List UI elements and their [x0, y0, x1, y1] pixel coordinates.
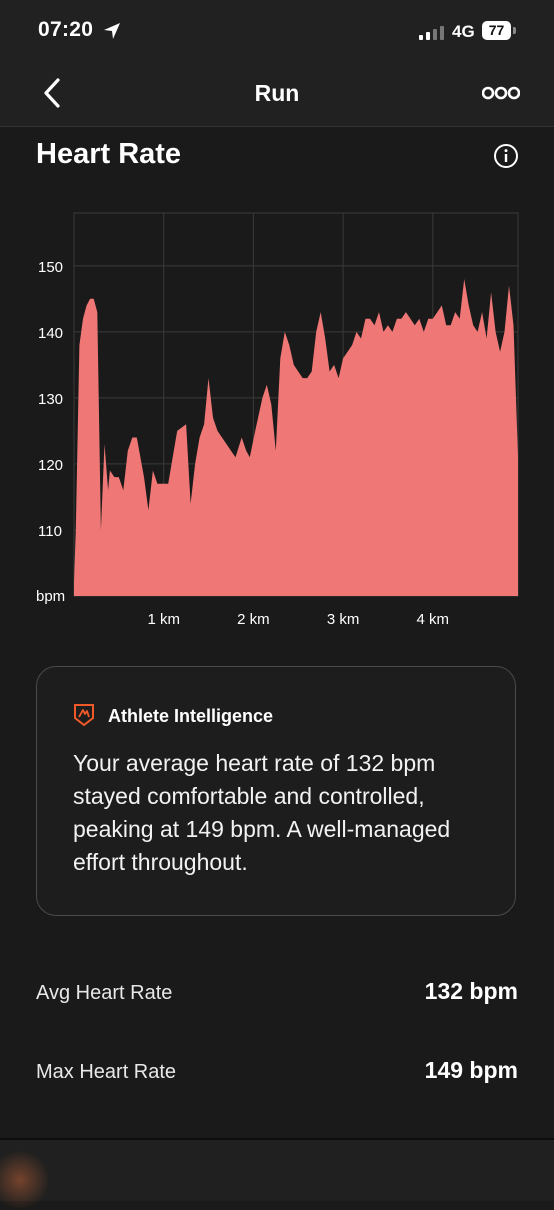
insight-title: Athlete Intelligence [108, 706, 274, 726]
info-icon[interactable] [493, 143, 519, 169]
athlete-intelligence-card: Athlete Intelligence Your average heart … [36, 666, 516, 916]
avg-heart-rate-row: Avg Heart Rate 132 bpm [36, 974, 518, 1014]
max-heart-rate-label: Max Heart Rate [36, 1061, 177, 1083]
nav-bar: Run [0, 62, 554, 127]
y-tick-label: 140 [38, 325, 63, 342]
page-title: Run [254, 80, 300, 106]
cellular-signal-icon [419, 26, 444, 40]
status-time: 07:20 [38, 18, 94, 41]
x-tick-label: 4 km [417, 611, 450, 628]
y-tick-label: 120 [38, 457, 63, 474]
x-tick-label: 3 km [327, 611, 360, 628]
status-bar: 07:20 4G 77 [0, 0, 554, 62]
insight-text: Your average heart rate of 132 bpm staye… [73, 750, 451, 875]
heart-rate-area-series [74, 279, 518, 596]
avg-heart-rate-value: 132 bpm [424, 978, 518, 1004]
battery-icon: 77 [482, 21, 511, 40]
more-options-icon[interactable] [482, 84, 520, 102]
battery-nub [513, 27, 516, 34]
athlete-intelligence-icon [74, 704, 94, 727]
network-type: 4G [452, 22, 475, 41]
y-tick-label: 110 [38, 523, 62, 540]
back-chevron-icon[interactable] [38, 76, 68, 110]
y-tick-label: 150 [38, 259, 63, 276]
max-heart-rate-value: 149 bpm [424, 1057, 518, 1083]
x-tick-label: 1 km [147, 611, 180, 628]
max-heart-rate-row: Max Heart Rate 149 bpm [36, 1053, 518, 1093]
avg-heart-rate-label: Avg Heart Rate [36, 982, 173, 1004]
x-tick-label: 2 km [237, 611, 270, 628]
section-title: Heart Rate [36, 138, 182, 170]
location-arrow-icon [104, 23, 120, 39]
bottom-glow [0, 1150, 50, 1210]
y-tick-label: 130 [38, 391, 63, 408]
heart-rate-chart: 110 120 130 140 150 bpm 1 km 2 km 3 km 4 km [36, 212, 519, 628]
bottom-bar [0, 1138, 554, 1210]
y-axis-unit-label: bpm [36, 588, 65, 605]
